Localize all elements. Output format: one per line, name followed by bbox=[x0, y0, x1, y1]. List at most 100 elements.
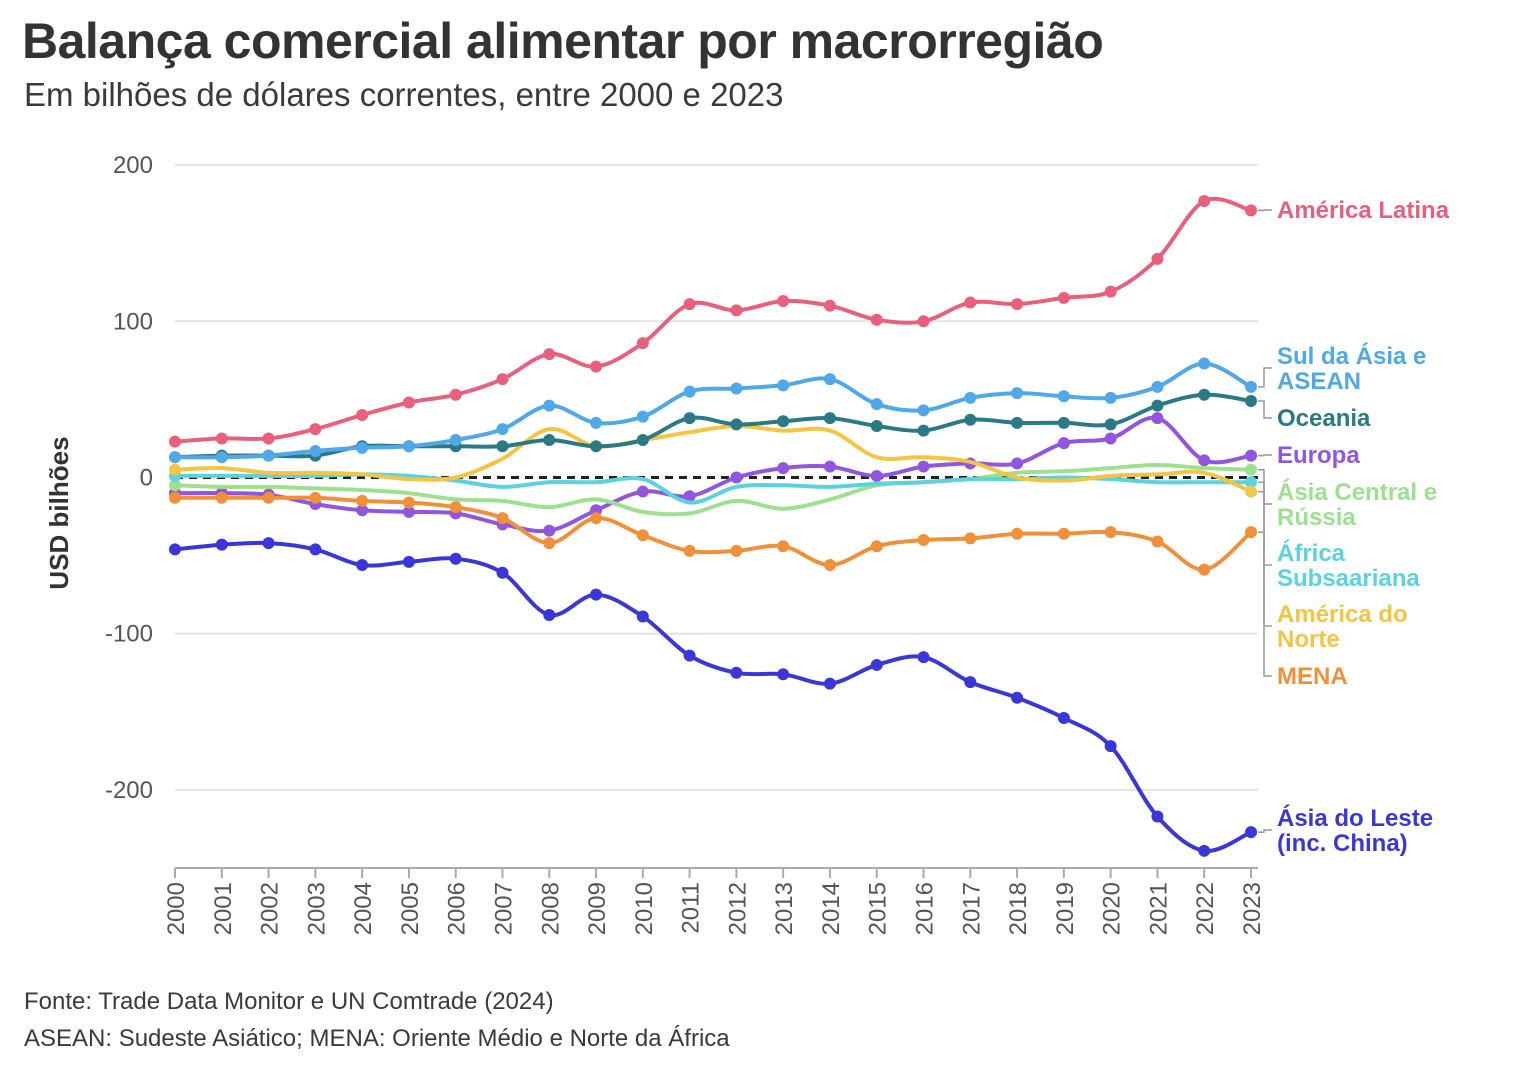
data-point bbox=[777, 294, 790, 307]
data-point bbox=[496, 373, 509, 386]
data-point bbox=[543, 348, 556, 361]
data-point bbox=[449, 388, 462, 401]
data-point bbox=[823, 412, 836, 425]
data-point bbox=[496, 512, 509, 525]
series-line bbox=[173, 463, 1253, 517]
x-tick-label: 2006 bbox=[444, 882, 471, 935]
data-point bbox=[1198, 388, 1211, 401]
data-point bbox=[1245, 394, 1257, 407]
y-tick-label: -100 bbox=[105, 621, 153, 648]
x-tick-label: 2003 bbox=[303, 882, 330, 935]
data-point bbox=[870, 658, 883, 671]
data-point bbox=[1245, 449, 1257, 462]
series-labels: América Latina Sul da Ásia e ASEAN Oceania E… bbox=[1258, 197, 1450, 857]
series-line bbox=[173, 423, 1253, 494]
data-point bbox=[1011, 416, 1024, 429]
abbreviation-note: ASEAN: Sudeste Asiático; MENA: Oriente M… bbox=[24, 1025, 730, 1052]
series-asia-do-leste-inc-china bbox=[169, 537, 1257, 857]
series-label: Ásia do Leste (inc. China) bbox=[1277, 804, 1433, 857]
data-point bbox=[917, 533, 930, 546]
chart-subtitle: Em bilhões de dólares correntes, entre 2… bbox=[24, 76, 784, 113]
label-connector bbox=[1258, 531, 1272, 677]
label-connector bbox=[1258, 468, 1272, 505]
data-point bbox=[730, 544, 743, 557]
data-point bbox=[917, 651, 930, 664]
data-point bbox=[1198, 195, 1211, 208]
x-tick-label: 2018 bbox=[1005, 882, 1032, 935]
data-point bbox=[917, 424, 930, 437]
series-label: Sul da Ásia e ASEAN bbox=[1277, 342, 1426, 395]
data-point bbox=[1198, 844, 1211, 857]
data-point bbox=[543, 399, 556, 412]
data-point bbox=[1245, 485, 1257, 498]
y-tick-label: 0 bbox=[140, 465, 153, 492]
series-america-do-norte bbox=[169, 423, 1257, 498]
gridlines bbox=[175, 164, 1258, 791]
data-point bbox=[309, 423, 322, 436]
data-point bbox=[309, 491, 322, 504]
series-label: MENA bbox=[1277, 663, 1348, 690]
data-point bbox=[1057, 712, 1070, 725]
data-point bbox=[730, 382, 743, 395]
data-point bbox=[870, 469, 883, 482]
data-point bbox=[1104, 391, 1117, 404]
data-point bbox=[402, 440, 415, 453]
data-point bbox=[1104, 285, 1117, 298]
data-point bbox=[1104, 418, 1117, 431]
data-point bbox=[1245, 463, 1257, 476]
data-point bbox=[496, 423, 509, 436]
data-point bbox=[683, 649, 696, 662]
data-point bbox=[1057, 416, 1070, 429]
data-point bbox=[543, 537, 556, 550]
data-point bbox=[169, 463, 181, 476]
data-point bbox=[1057, 390, 1070, 403]
data-point bbox=[870, 540, 883, 553]
data-point bbox=[730, 304, 743, 317]
data-point bbox=[917, 460, 930, 473]
x-tick-label: 2011 bbox=[678, 882, 705, 934]
line-chart: 2000 2001 2002 2003 2004 2005 2006 2007 2008 2009… bbox=[44, 152, 1450, 935]
data-point bbox=[1245, 380, 1257, 393]
data-point bbox=[777, 668, 790, 681]
data-point bbox=[917, 315, 930, 328]
x-tick-label: 2008 bbox=[537, 882, 564, 935]
data-point bbox=[777, 379, 790, 392]
y-axis-label: USD bilhões bbox=[44, 436, 74, 589]
x-tick-label: 2014 bbox=[818, 882, 845, 935]
data-point bbox=[1104, 526, 1117, 539]
series-label: Ásia Central e Rússia bbox=[1277, 478, 1437, 531]
data-point bbox=[169, 543, 181, 556]
label-connector bbox=[1258, 367, 1272, 388]
data-point bbox=[730, 418, 743, 431]
data-point bbox=[449, 552, 462, 565]
series-label: Oceania bbox=[1277, 405, 1371, 432]
data-point bbox=[1011, 298, 1024, 311]
x-tick-label: 2002 bbox=[257, 882, 284, 935]
data-point bbox=[402, 496, 415, 509]
data-point bbox=[964, 296, 977, 309]
data-point bbox=[1057, 291, 1070, 304]
series-sul-da-asia-e-asean bbox=[169, 357, 1257, 464]
data-point bbox=[1151, 412, 1164, 425]
data-point bbox=[543, 524, 556, 537]
data-point bbox=[262, 449, 275, 462]
data-point bbox=[449, 434, 462, 447]
data-point bbox=[1104, 432, 1117, 445]
data-point bbox=[1245, 476, 1257, 489]
series-lines bbox=[169, 195, 1257, 857]
x-tick-label: 2005 bbox=[397, 882, 424, 935]
data-point bbox=[215, 432, 228, 445]
x-tick-label: 2010 bbox=[631, 882, 658, 935]
data-point bbox=[1151, 380, 1164, 393]
series-label: África Subsaariana bbox=[1277, 539, 1420, 592]
series-line bbox=[173, 196, 1253, 444]
y-tick-label: 200 bbox=[113, 152, 153, 179]
x-tick-label: 2013 bbox=[771, 882, 798, 935]
data-point bbox=[1245, 204, 1257, 217]
x-tick-label: 2020 bbox=[1099, 882, 1126, 935]
data-point bbox=[964, 532, 977, 545]
data-point bbox=[262, 537, 275, 550]
data-point bbox=[402, 555, 415, 568]
data-point bbox=[402, 505, 415, 518]
x-tick-label: 2001 bbox=[210, 882, 237, 935]
